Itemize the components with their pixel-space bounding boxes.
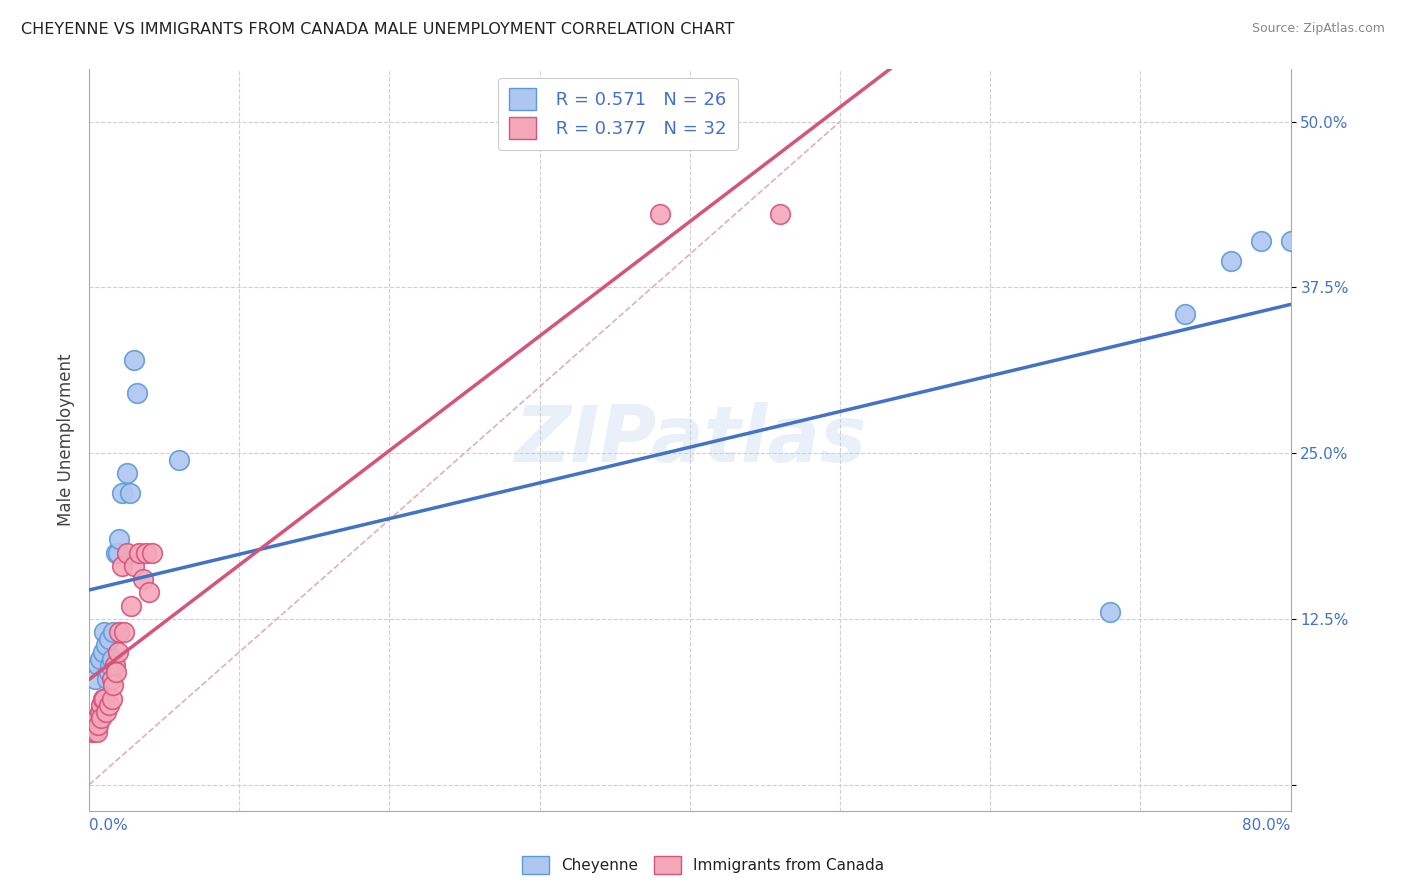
Point xyxy=(769,207,792,221)
Legend:  R = 0.571   N = 26,  R = 0.377   N = 32: R = 0.571 N = 26, R = 0.377 N = 32 xyxy=(498,78,738,150)
Point xyxy=(1219,253,1241,268)
Point xyxy=(120,599,142,613)
Point xyxy=(100,651,122,665)
Point xyxy=(105,665,128,679)
Point xyxy=(122,558,145,573)
Point xyxy=(128,546,150,560)
Point xyxy=(90,711,112,725)
Point xyxy=(111,558,134,573)
Point xyxy=(108,533,131,547)
Point xyxy=(98,658,121,673)
Point xyxy=(84,718,107,732)
Point xyxy=(93,691,115,706)
Text: 0.0%: 0.0% xyxy=(89,818,128,833)
Point xyxy=(112,625,135,640)
Point xyxy=(1250,234,1272,248)
Point xyxy=(91,691,114,706)
Point xyxy=(107,546,129,560)
Point xyxy=(100,691,122,706)
Point xyxy=(94,705,117,719)
Point xyxy=(104,658,127,673)
Point xyxy=(111,486,134,500)
Point xyxy=(97,632,120,646)
Point xyxy=(105,546,128,560)
Point xyxy=(97,698,120,713)
Point xyxy=(87,718,110,732)
Point xyxy=(167,452,190,467)
Point xyxy=(115,466,138,480)
Point xyxy=(132,572,155,586)
Point xyxy=(122,353,145,368)
Point xyxy=(127,386,149,401)
Point xyxy=(118,486,141,500)
Point xyxy=(97,665,120,679)
Y-axis label: Male Unemployment: Male Unemployment xyxy=(58,353,75,526)
Point xyxy=(91,645,114,659)
Point xyxy=(138,585,160,599)
Point xyxy=(80,724,103,739)
Point xyxy=(141,546,163,560)
Point xyxy=(101,625,124,640)
Point xyxy=(86,724,108,739)
Point xyxy=(84,672,107,686)
Point xyxy=(1174,307,1197,321)
Point xyxy=(93,625,115,640)
Point xyxy=(96,672,118,686)
Point xyxy=(90,698,112,713)
Text: 80.0%: 80.0% xyxy=(1243,818,1291,833)
Point xyxy=(648,207,671,221)
Legend: Cheyenne, Immigrants from Canada: Cheyenne, Immigrants from Canada xyxy=(516,850,890,880)
Text: ZIPatlas: ZIPatlas xyxy=(513,402,866,478)
Point xyxy=(83,724,105,739)
Point xyxy=(101,678,124,692)
Point xyxy=(108,625,131,640)
Point xyxy=(89,705,111,719)
Point xyxy=(135,546,157,560)
Text: Source: ZipAtlas.com: Source: ZipAtlas.com xyxy=(1251,22,1385,36)
Point xyxy=(87,658,110,673)
Point xyxy=(89,651,111,665)
Point xyxy=(100,672,122,686)
Point xyxy=(94,639,117,653)
Point xyxy=(115,546,138,560)
Point xyxy=(86,711,108,725)
Point xyxy=(1099,605,1122,619)
Point xyxy=(107,645,129,659)
Point xyxy=(1279,234,1302,248)
Text: CHEYENNE VS IMMIGRANTS FROM CANADA MALE UNEMPLOYMENT CORRELATION CHART: CHEYENNE VS IMMIGRANTS FROM CANADA MALE … xyxy=(21,22,734,37)
